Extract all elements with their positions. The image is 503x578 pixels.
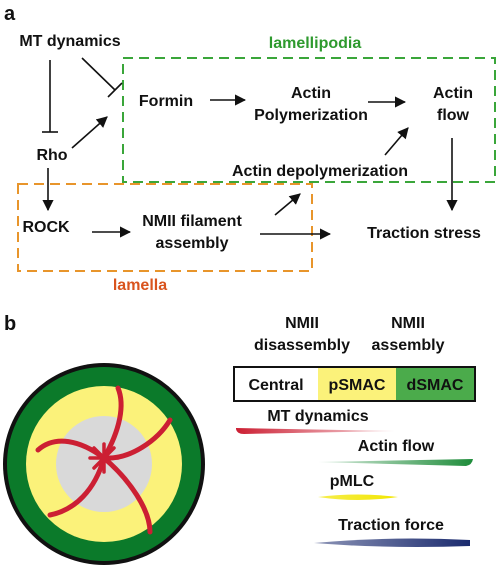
psmac-zone-label: pSMAC <box>329 377 386 394</box>
nmii-to-depolymerization-arrow <box>274 193 301 216</box>
dsmac-zone <box>396 367 475 401</box>
mt-dynamics-gradient-label: MT dynamics <box>267 408 368 425</box>
depolymerization-to-flow-arrow <box>384 127 409 156</box>
central-zone-label: Central <box>248 377 303 394</box>
pmlc-gradient <box>318 494 398 500</box>
formin-node: Formin <box>139 93 193 110</box>
nmii-assembly-line1: NMII <box>391 315 425 332</box>
mt-to-lamellipodia-inhibition <box>81 57 116 91</box>
lamella-region <box>17 183 313 272</box>
rho-node: Rho <box>36 147 67 164</box>
nmii-filament-line1: NMII filament <box>142 213 242 230</box>
zone-bar: Central pSMAC dSMAC <box>233 366 476 402</box>
psmac-zone <box>318 367 396 401</box>
central-zone <box>234 367 318 401</box>
panel-a-label: a <box>4 3 16 25</box>
mt-to-lamellipodia-inhibition-bar <box>107 82 123 98</box>
lamella-label: lamella <box>113 277 167 294</box>
pmlc-gradient-label: pMLC <box>330 473 375 490</box>
mtoc-star <box>88 442 120 474</box>
rho-to-lamellipodia-arrow <box>71 116 108 149</box>
actin-flow-gradient <box>318 459 473 466</box>
actin-depolymerization-node: Actin depolymerization <box>232 163 408 180</box>
traction-force-gradient-label: Traction force <box>338 517 444 534</box>
nmii-filament-line2: assembly <box>156 235 229 252</box>
dsmac-zone-label: dSMAC <box>407 377 464 394</box>
actin-polymerization-line2: Polymerization <box>254 107 368 124</box>
microtubule-4 <box>47 455 107 518</box>
actin-flow-line2: flow <box>437 107 470 124</box>
panel-b-label: b <box>4 313 16 335</box>
cell-illustration <box>3 363 205 565</box>
lamellipodia-region <box>122 57 496 183</box>
traction-stress-node: Traction stress <box>367 225 481 242</box>
traction-force-gradient <box>314 538 470 547</box>
nmii-disassembly-line2: disassembly <box>254 337 350 354</box>
mt-dynamics-node: MT dynamics <box>19 33 120 50</box>
actin-flow-gradient-label: Actin flow <box>358 438 435 455</box>
microtubule-1 <box>101 385 124 461</box>
nmii-disassembly-line1: NMII <box>285 315 319 332</box>
actin-polymerization-line1: Actin <box>291 85 331 102</box>
actin-flow-line1: Actin <box>433 85 473 102</box>
lamellipodia-label: lamellipodia <box>269 35 362 52</box>
nmii-assembly-line2: assembly <box>372 337 445 354</box>
mt-dynamics-gradient <box>236 428 395 434</box>
zone-bar-border <box>233 366 476 402</box>
rock-node: ROCK <box>22 219 70 236</box>
